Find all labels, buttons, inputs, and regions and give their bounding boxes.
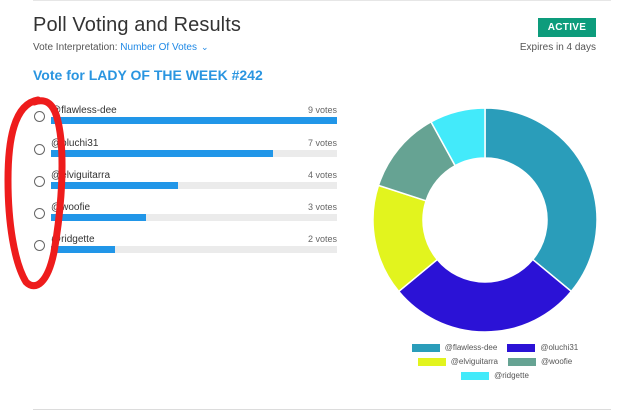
legend-label: @flawless-dee: [444, 343, 498, 352]
vote-bar-track: [51, 214, 337, 221]
radio-button[interactable]: [34, 176, 45, 187]
donut-slice-flawless-dee[interactable]: [484, 107, 598, 293]
vote-interpretation: Vote Interpretation: Number Of Votes ⌄: [33, 42, 209, 53]
poll-title: Vote for LADY OF THE WEEK #242: [33, 67, 263, 83]
expiry-text: Expires in 4 days: [519, 42, 596, 53]
legend-swatch: [461, 371, 490, 380]
legend-item[interactable]: @ridgette: [461, 371, 529, 380]
donut-slice-oluchi31[interactable]: [397, 258, 573, 333]
option-vote-count: 4 votes: [307, 170, 337, 180]
legend-swatch: [507, 343, 536, 352]
legend-label: @elviguitarra: [450, 357, 498, 366]
option-name: @oluchi31: [51, 138, 99, 149]
status-badge: ACTIVE: [538, 18, 596, 37]
option-name: @flawless-dee: [51, 105, 117, 116]
radio-button[interactable]: [34, 144, 45, 155]
donut-slice-ridgette[interactable]: [430, 107, 486, 167]
vote-bar-track: [51, 117, 337, 124]
option-name: @ridgette: [51, 234, 95, 245]
legend-swatch: [508, 357, 536, 366]
vote-bar-fill: [51, 246, 115, 253]
chart-legend: @flawless-dee @oluchi31 @elviguitarra @w…: [380, 343, 610, 385]
radio-button[interactable]: [34, 111, 45, 122]
legend-item[interactable]: @elviguitarra: [417, 357, 498, 366]
radio-button[interactable]: [34, 208, 45, 219]
chevron-down-icon[interactable]: ⌄: [201, 42, 209, 52]
legend-item[interactable]: @woofie: [508, 357, 572, 366]
legend-swatch: [411, 343, 440, 352]
legend-label: @ridgette: [494, 371, 529, 380]
donut-chart: [372, 107, 598, 333]
option-vote-count: 9 votes: [307, 105, 337, 115]
legend-label: @oluchi31: [540, 343, 579, 352]
vote-interpretation-select[interactable]: Number Of Votes ⌄: [120, 42, 208, 53]
vote-bar-track: [51, 246, 337, 253]
poll-option-oluchi31[interactable]: @oluchi31 7 votes: [33, 138, 337, 162]
poll-option-woofie[interactable]: @woofie 3 votes: [33, 202, 337, 226]
page-title: Poll Voting and Results: [33, 14, 241, 36]
radio-button[interactable]: [34, 240, 45, 251]
vote-bar-fill: [51, 182, 179, 189]
option-vote-count: 7 votes: [307, 138, 337, 148]
option-name: @elviguitarra: [51, 170, 111, 181]
poll-option-flawless-dee[interactable]: @flawless-dee 9 votes: [33, 105, 337, 129]
vote-bar-fill: [51, 214, 147, 221]
legend-label: @woofie: [541, 357, 573, 366]
legend-swatch: [417, 357, 446, 366]
vote-bar-fill: [51, 150, 274, 157]
legend-item[interactable]: @flawless-dee: [411, 343, 498, 352]
option-vote-count: 3 votes: [307, 202, 337, 212]
vote-bar-track: [51, 182, 337, 189]
option-vote-count: 2 votes: [307, 234, 337, 244]
vote-bar-track: [51, 150, 337, 157]
vote-interpretation-value[interactable]: Number Of Votes: [120, 42, 197, 53]
bottom-divider: [33, 409, 611, 410]
legend-item[interactable]: @oluchi31: [507, 343, 578, 352]
vote-bar-fill: [51, 117, 337, 124]
top-divider: [33, 0, 611, 1]
option-name: @woofie: [51, 202, 91, 213]
poll-option-ridgette[interactable]: @ridgette 2 votes: [33, 234, 337, 258]
poll-option-elviguitarra[interactable]: @elviguitarra 4 votes: [33, 170, 337, 194]
vote-interpretation-label: Vote Interpretation:: [33, 42, 118, 53]
